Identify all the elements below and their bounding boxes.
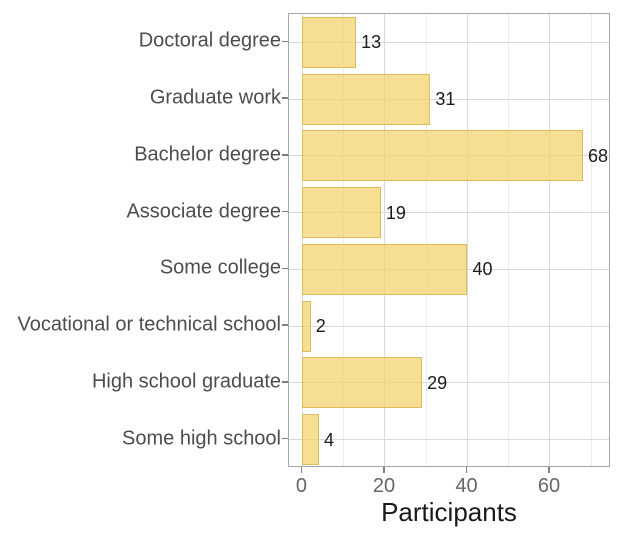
y-category-label: Bachelor degree [134,143,281,166]
gridline-major-horizontal [289,98,609,100]
y-tick-mark [282,210,288,213]
y-tick-mark [282,324,288,326]
bar-high-school-graduate [302,357,423,409]
y-category-label: Vocational or technical school [17,313,282,336]
y-category-label: Some high school [122,427,281,450]
bar-value-label: 13 [361,32,382,53]
y-tick-mark [282,267,288,270]
gridline-major-horizontal [289,382,609,384]
x-tick-label: 20 [372,475,396,497]
gridline-major-vertical [301,14,303,466]
y-category-label: Some college [159,256,281,279]
gridline-major-vertical [384,14,386,466]
y-category-label: Associate degree [126,200,281,223]
gridline-major-vertical [549,14,551,466]
y-category-label: High school graduate [91,370,281,393]
bar-value-label: 68 [587,145,608,166]
x-tick-label: 60 [537,475,561,497]
gridline-minor-vertical [343,14,345,466]
x-tick-mark [300,467,303,473]
gridline-major-horizontal [289,439,609,441]
bar-doctoral-degree [302,16,357,68]
bar-graduate-work [302,73,431,125]
bar-associate-degree [302,187,381,239]
y-tick-mark [282,437,288,440]
gridline-major-horizontal [289,212,609,214]
x-tick-mark [548,467,550,473]
bar-value-label: 40 [472,259,493,280]
bar-value-label: 29 [427,372,448,393]
x-tick-label: 0 [295,475,308,497]
y-tick-mark [282,154,288,156]
x-tick-mark [465,467,468,473]
bar-value-label: 31 [435,89,456,110]
bar-some-college [302,243,468,295]
y-tick-mark [282,40,288,43]
x-tick-label: 40 [455,475,478,497]
gridline-major-horizontal [289,325,609,327]
y-category-label: Doctoral degree [138,29,281,52]
x-tick-mark [383,467,385,473]
y-tick-mark [282,381,288,383]
gridline-minor-vertical [590,14,592,466]
gridline-major-vertical [466,14,468,466]
bar-some-high-school [302,414,319,466]
y-tick-mark [282,97,288,99]
y-category-label: Graduate work [149,86,281,109]
plot-panel: 13 31 68 19 40 2 29 4 [288,13,610,467]
bar-value-label: 2 [315,316,326,337]
gridline-minor-vertical [508,14,510,466]
bar-value-label: 4 [323,429,334,450]
bar-bachelor-degree [302,130,583,182]
bar-value-label: 19 [385,202,406,223]
x-axis-title: Participants [381,497,517,527]
bar-vocational-or-technical-school [302,300,311,352]
gridline-major-horizontal [289,41,609,43]
gridline-minor-vertical [425,14,427,466]
